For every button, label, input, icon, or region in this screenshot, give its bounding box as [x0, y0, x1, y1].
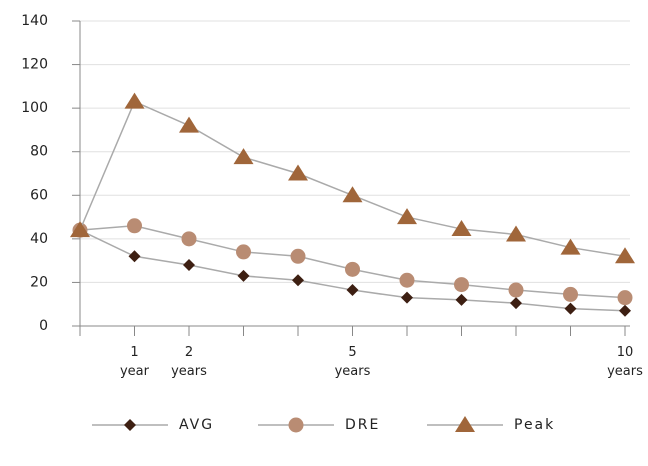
- y-tick-label: 20: [30, 274, 48, 290]
- legend-label: DRE: [345, 417, 380, 433]
- y-tick-label: 60: [30, 187, 48, 203]
- marker: [233, 148, 254, 165]
- marker: [124, 92, 145, 109]
- marker: [288, 164, 308, 181]
- legend-label: AVG: [179, 417, 214, 433]
- marker: [181, 231, 197, 247]
- y-tick-label: 100: [21, 100, 48, 116]
- marker: [397, 208, 417, 225]
- y-tick-label: 140: [21, 13, 48, 29]
- marker: [506, 225, 526, 242]
- marker: [346, 284, 359, 297]
- marker: [127, 218, 142, 234]
- marker: [399, 272, 415, 288]
- y-tick-label: 40: [30, 231, 48, 247]
- marker: [455, 293, 468, 306]
- marker: [508, 282, 524, 298]
- marker: [451, 220, 472, 237]
- marker: [619, 304, 631, 317]
- marker: [454, 277, 469, 293]
- y-tick-label: 80: [30, 144, 48, 160]
- legend-marker: [124, 419, 136, 431]
- x-tick-label: 10 years: [607, 345, 643, 379]
- legend-label: Peak: [514, 417, 555, 433]
- marker: [345, 261, 360, 277]
- y-tick-label: 120: [21, 57, 48, 73]
- marker: [617, 290, 633, 306]
- marker: [179, 116, 199, 133]
- marker: [615, 247, 635, 264]
- marker: [564, 302, 577, 315]
- marker: [128, 250, 141, 263]
- marker: [70, 221, 90, 238]
- legend-marker: [288, 417, 304, 433]
- marker: [510, 297, 522, 310]
- marker: [560, 238, 581, 255]
- marker: [236, 244, 251, 260]
- y-tick-label: 0: [39, 318, 48, 334]
- x-tick-label: 2 years: [171, 345, 207, 379]
- marker: [401, 291, 413, 304]
- marker: [237, 269, 250, 282]
- x-tick-label: 1 year: [119, 345, 149, 379]
- marker: [563, 286, 578, 302]
- x-tick-label: 5 years: [334, 345, 371, 379]
- marker: [342, 186, 363, 203]
- marker: [290, 248, 306, 264]
- legend-marker: [455, 416, 475, 432]
- marker: [292, 274, 304, 287]
- marker: [183, 259, 195, 271]
